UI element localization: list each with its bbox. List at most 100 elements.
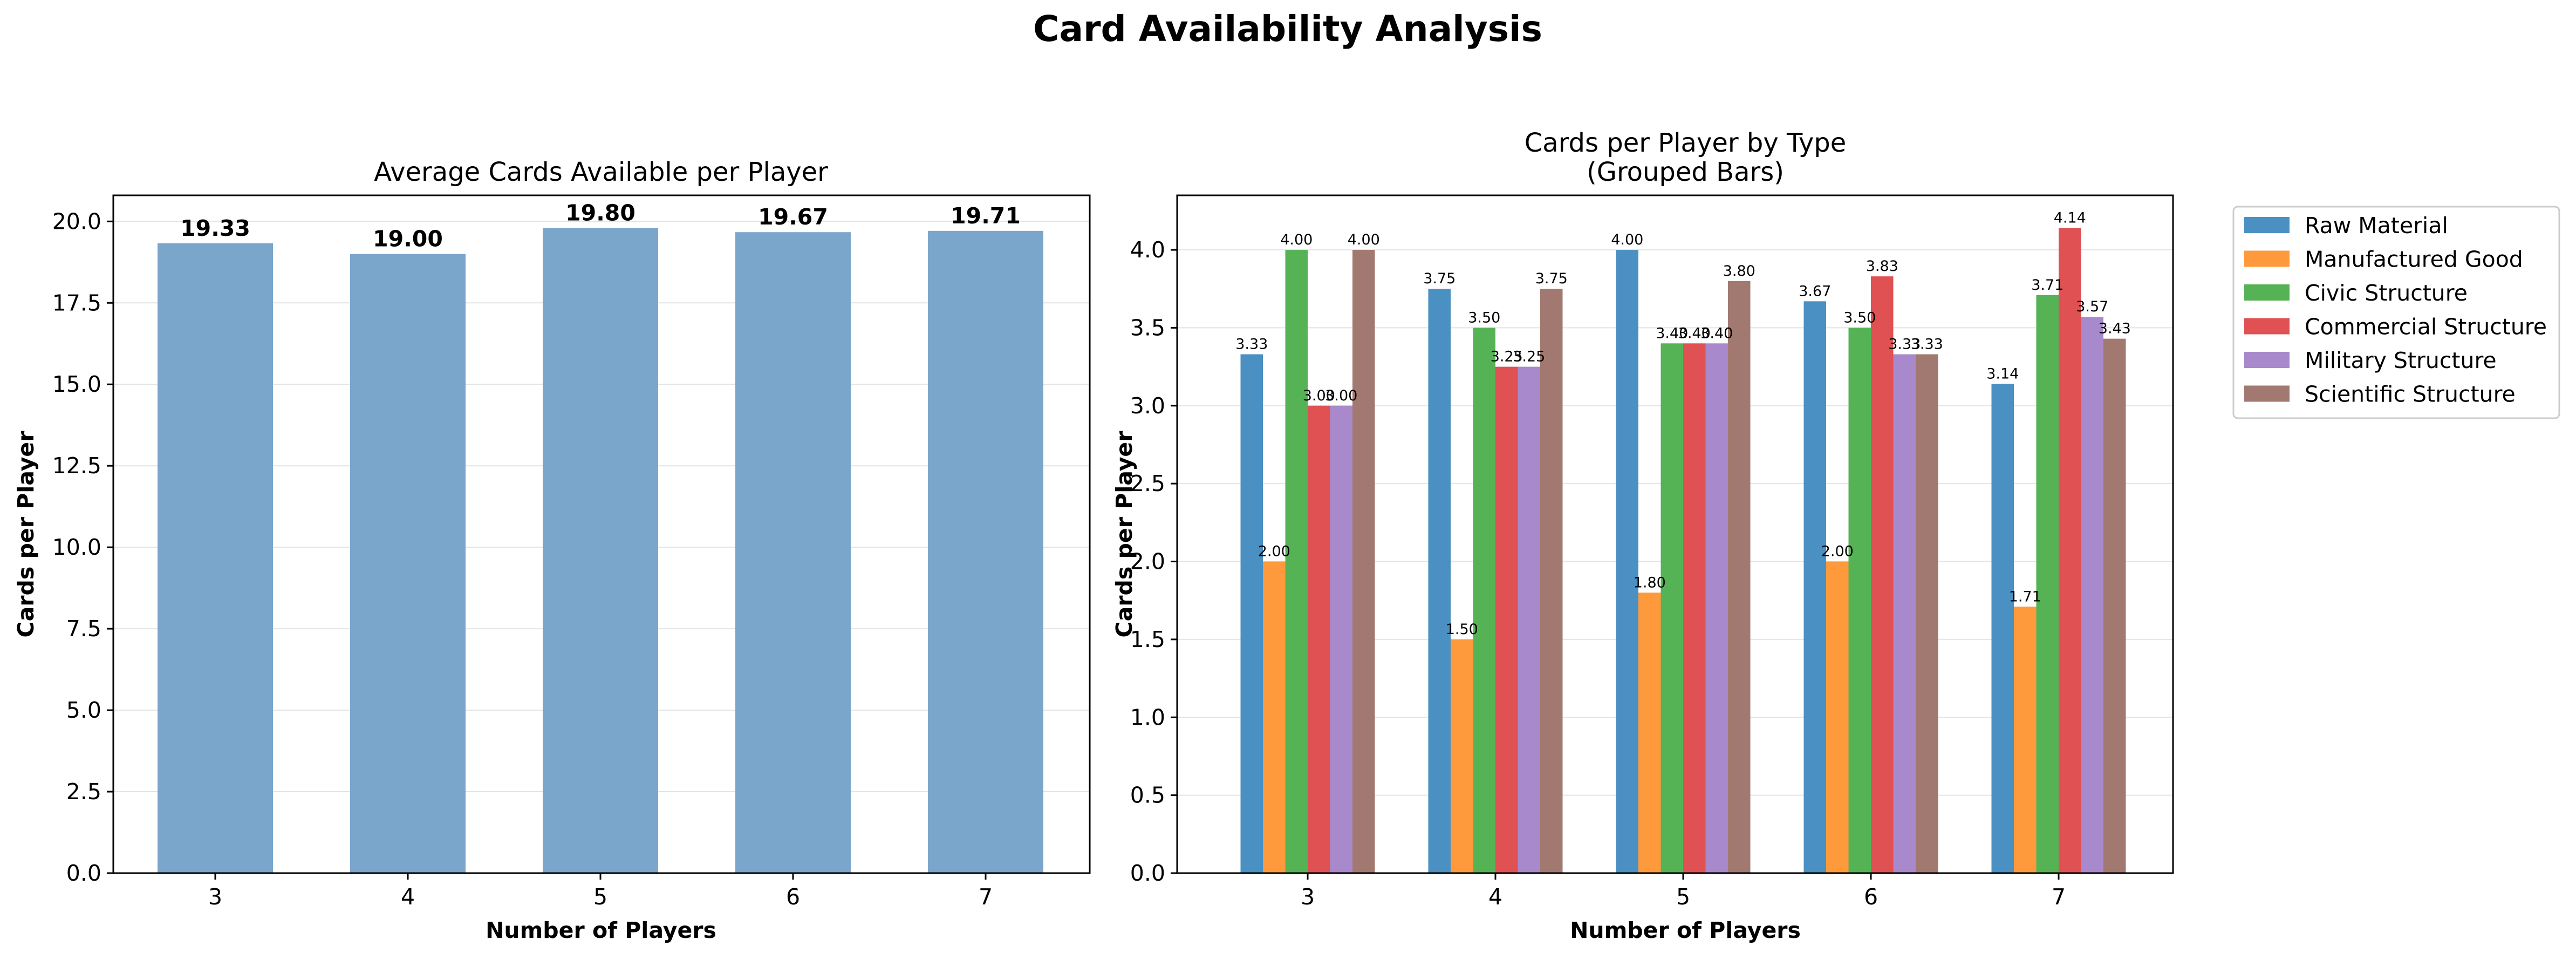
legend-swatch-manufactured-good: [2244, 250, 2290, 267]
bar-value-label: 3.40: [1656, 325, 1688, 342]
bar-value-label: 3.43: [2099, 321, 2131, 337]
right-chart: Cards per Player by Type (Grouped Bars) …: [1111, 128, 2174, 943]
legend-entry-label: Military Structure: [2305, 348, 2497, 373]
bar-value-label: 3.14: [1986, 365, 2019, 382]
bar-military-structure-5: [1705, 343, 1728, 873]
bar-military-structure-6: [1893, 354, 1916, 873]
bar-value-label: 3.83: [1866, 258, 1898, 275]
bar-commercial-structure-5: [1683, 343, 1706, 873]
bar-value-label: 3.25: [1513, 349, 1545, 365]
legend-swatch-civic-structure: [2244, 284, 2290, 301]
left-chart: Average Cards Available per Player 19.33…: [13, 157, 1091, 943]
figure-title: Card Availability Analysis: [1033, 8, 1542, 50]
x-tick-label: 6: [1864, 884, 1878, 910]
right-x-ticks: 3 4 5 6 7: [1301, 873, 2066, 910]
y-tick-label: 0.0: [66, 860, 101, 886]
legend-entry-label: Manufactured Good: [2305, 247, 2523, 273]
left-x-ticks: 3 4 5 6 7: [208, 873, 993, 910]
right-x-axis-label: Number of Players: [1570, 917, 1801, 943]
bar-value-label: 4.14: [2054, 210, 2086, 227]
y-tick-label: 1.0: [1130, 704, 1165, 730]
bar-value-label: 1.80: [1634, 574, 1666, 591]
bar-civic-structure-6: [1848, 328, 1871, 873]
bar-manufactured-good-4: [1451, 639, 1473, 873]
bar-value-label: 19.80: [565, 200, 636, 226]
bar-players-4: [350, 254, 466, 873]
bar-value-label: 3.80: [1723, 263, 1755, 280]
bar-players-3: [158, 243, 273, 873]
bar-raw-material-6: [1803, 301, 1826, 873]
left-bars: [158, 228, 1043, 874]
legend-entry-label: Raw Material: [2305, 213, 2448, 239]
legend: Raw Material Manufactured Good Civic Struc…: [2232, 206, 2560, 419]
legend-swatch-scientific-structure: [2244, 385, 2290, 402]
left-chart-title: Average Cards Available per Player: [374, 157, 828, 187]
y-tick-label: 1.5: [1130, 627, 1165, 652]
bar-scientific-structure-3: [1352, 250, 1375, 873]
x-tick-label: 3: [208, 884, 222, 910]
bar-commercial-structure-4: [1495, 366, 1518, 873]
bar-civic-structure-7: [2036, 295, 2059, 874]
y-tick-label: 3.0: [1130, 393, 1165, 419]
bar-value-label: 3.50: [1468, 309, 1500, 326]
x-tick-label: 6: [786, 884, 800, 910]
bar-value-label: 3.25: [1491, 349, 1523, 365]
bar-scientific-structure-6: [1916, 354, 1938, 873]
bar-players-6: [735, 232, 851, 873]
bar-value-label: 3.00: [1325, 387, 1357, 404]
bar-value-label: 1.71: [2009, 588, 2041, 605]
bar-value-label: 3.40: [1678, 325, 1711, 342]
right-y-axis-label: Cards per Player: [1111, 431, 1137, 638]
y-tick-label: 2.0: [1130, 549, 1165, 575]
bar-value-label: 19.00: [373, 226, 443, 252]
bar-value-label: 3.75: [1423, 270, 1456, 287]
legend-entry-label: Civic Structure: [2305, 280, 2468, 306]
bar-value-label: 2.00: [1258, 543, 1290, 560]
legend-frame: [2232, 206, 2560, 419]
x-tick-label: 4: [401, 884, 415, 910]
y-tick-label: 15.0: [52, 371, 101, 397]
bar-value-label: 3.33: [1888, 336, 1921, 353]
bar-manufactured-good-5: [1638, 593, 1661, 873]
left-y-axis-label: Cards per Player: [13, 431, 39, 638]
right-bars: [1240, 228, 2126, 874]
bar-commercial-structure-3: [1308, 405, 1330, 873]
right-value-labels: 3.33 3.75 4.00 3.67 3.14 2.00 1.50 1.80 2.00 1.71…: [1235, 210, 2131, 638]
y-tick-label: 3.5: [1130, 315, 1165, 341]
left-value-labels: 19.33 19.00 19.80 19.67 19.71: [180, 200, 1021, 251]
bar-value-label: 3.57: [2076, 298, 2108, 315]
bar-military-structure-7: [2081, 317, 2103, 873]
bar-military-structure-3: [1330, 405, 1352, 873]
bar-raw-material-3: [1240, 354, 1263, 873]
legend-entry-label: Scientific Structure: [2305, 382, 2516, 407]
right-chart-subtitle: (Grouped Bars): [1587, 157, 1784, 187]
y-tick-label: 17.5: [52, 290, 101, 316]
x-tick-label: 7: [2052, 884, 2066, 910]
bar-value-label: 3.33: [1235, 336, 1268, 353]
left-plot-frame: [112, 194, 1091, 874]
bar-value-label: 3.71: [2031, 277, 2063, 294]
bar-value-label: 3.40: [1700, 325, 1733, 342]
bar-value-label: 19.71: [951, 203, 1021, 229]
bar-scientific-structure-5: [1728, 281, 1751, 873]
bar-commercial-structure-7: [2059, 228, 2081, 873]
y-tick-label: 2.5: [1130, 471, 1165, 496]
bar-scientific-structure-7: [2103, 338, 2126, 873]
bar-value-label: 1.50: [1446, 621, 1478, 638]
bar-value-label: 19.67: [758, 204, 828, 230]
bar-commercial-structure-6: [1871, 276, 1894, 873]
right-plot-frame: [1176, 194, 2174, 874]
legend-swatch-commercial-structure: [2244, 318, 2290, 335]
x-tick-label: 3: [1301, 884, 1315, 910]
bar-value-label: 3.33: [1911, 336, 1943, 353]
bar-value-label: 4.00: [1280, 232, 1313, 248]
bar-value-label: 2.00: [1821, 543, 1854, 560]
bar-players-7: [928, 230, 1043, 874]
bar-raw-material-5: [1616, 250, 1638, 873]
bar-value-label: 19.33: [180, 215, 250, 241]
bar-value-label: 3.75: [1535, 270, 1568, 287]
y-tick-label: 0.0: [1130, 860, 1165, 886]
bar-value-label: 3.50: [1843, 309, 1876, 326]
x-tick-label: 5: [1676, 884, 1690, 910]
